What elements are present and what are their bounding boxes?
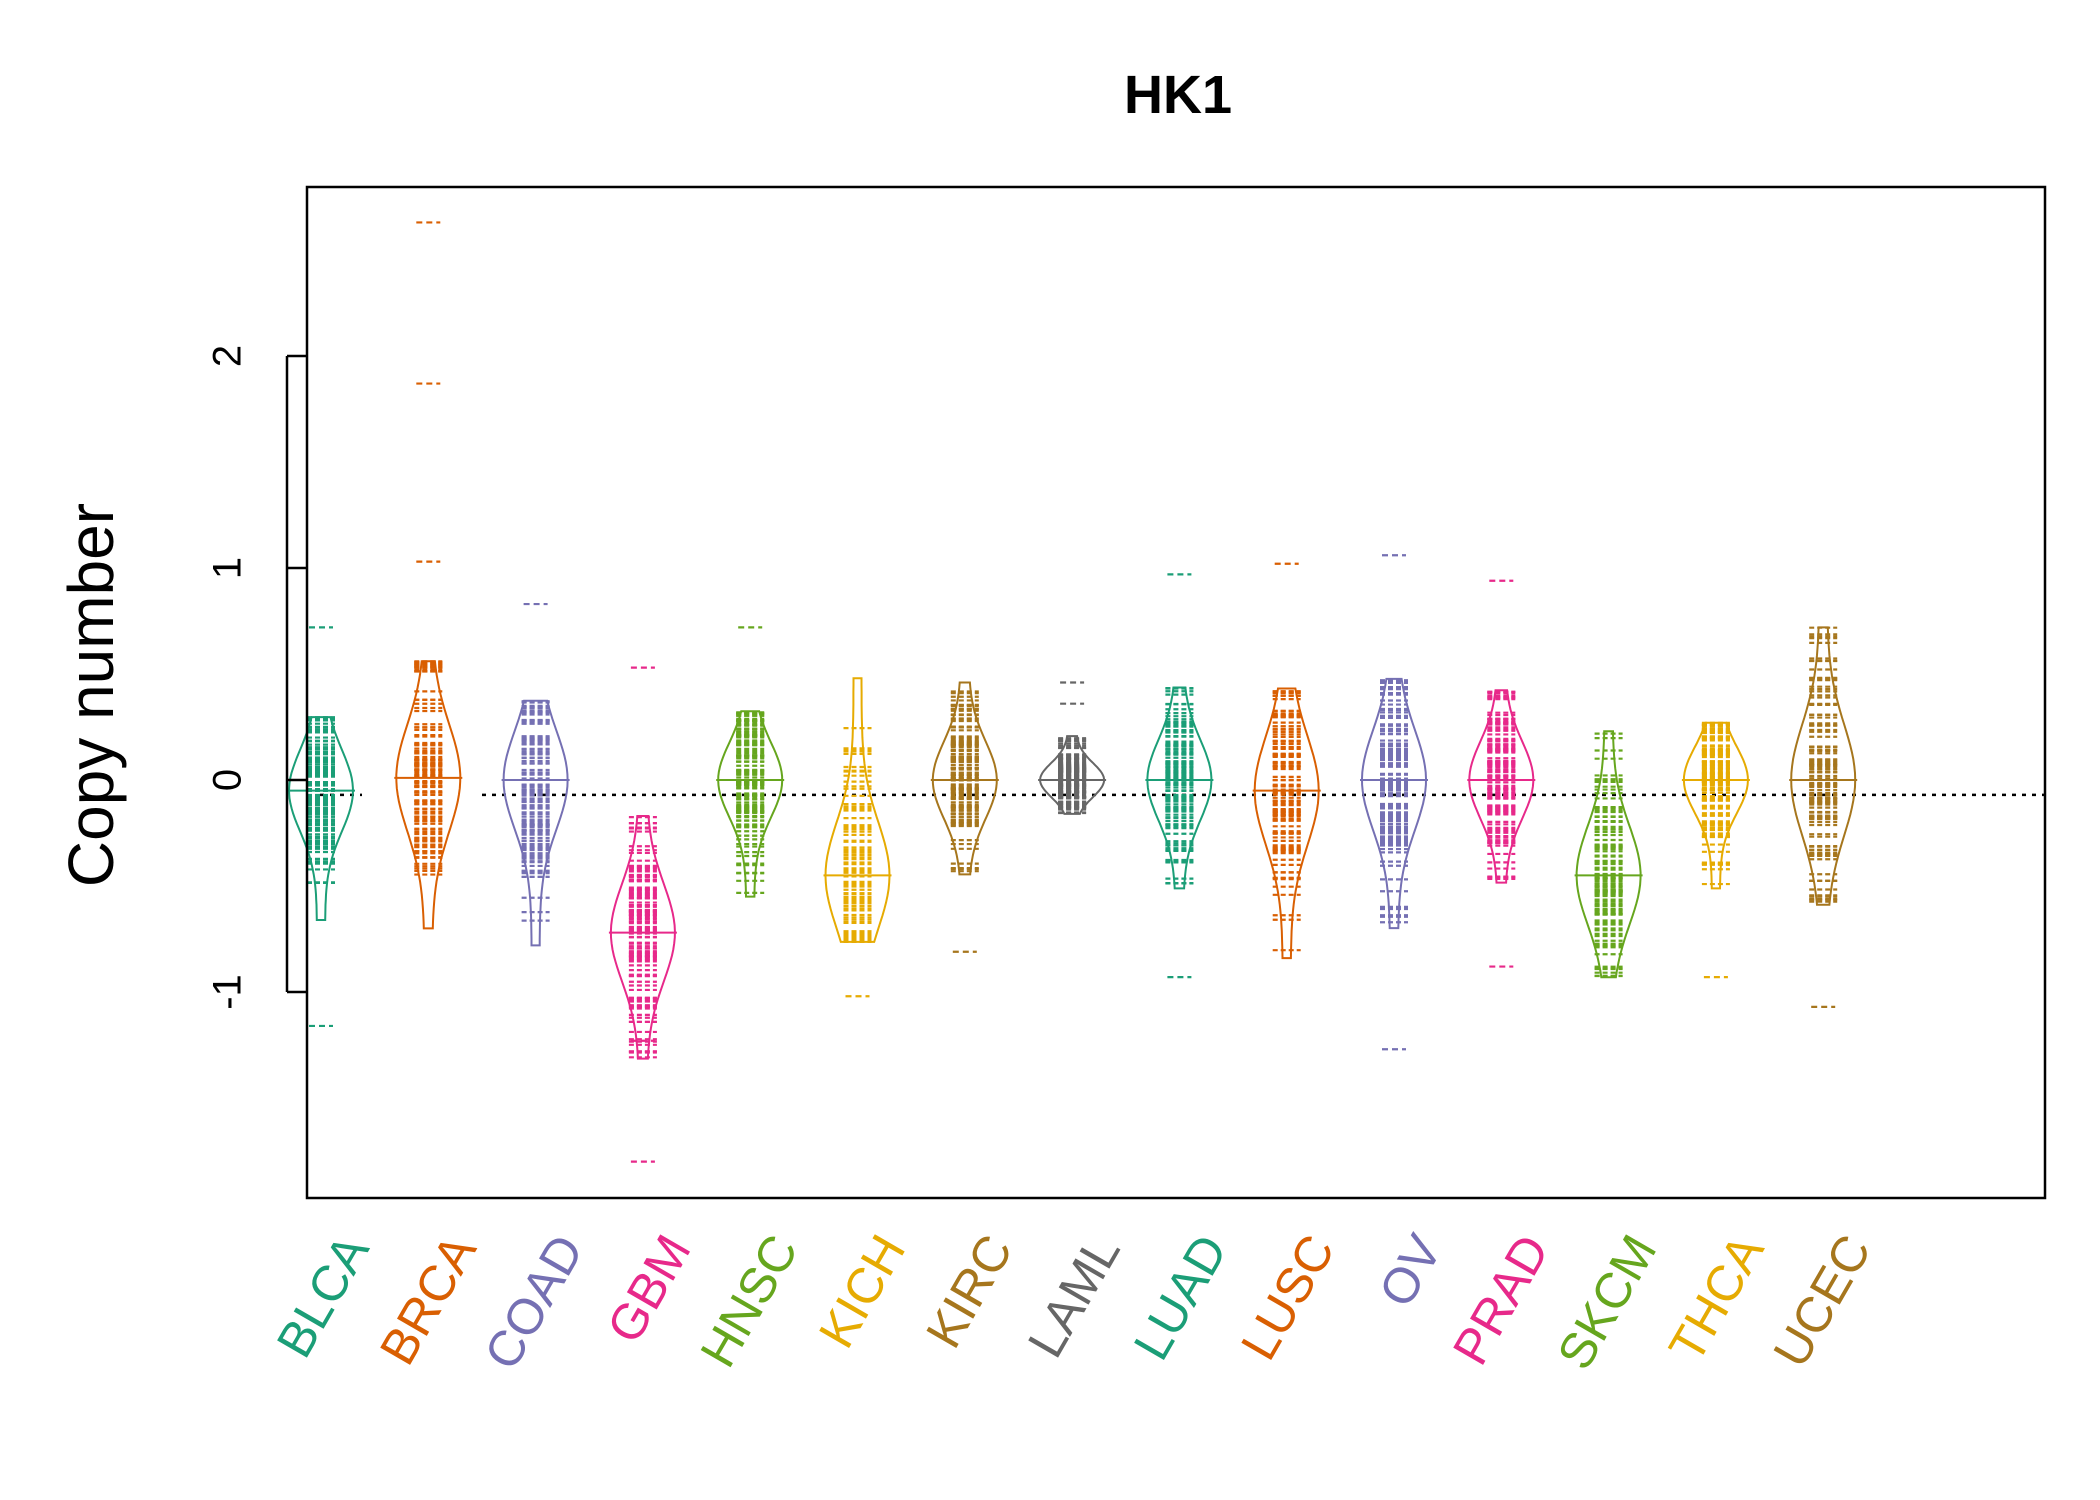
x-tick-label: LUAD <box>1123 1226 1238 1370</box>
bean-outline <box>609 815 676 1060</box>
bean-outline <box>1253 687 1320 960</box>
x-tick-label: COAD <box>474 1226 595 1379</box>
bean-outline <box>1360 677 1428 930</box>
x-tick-label: KIRC <box>915 1226 1023 1357</box>
x-tick-label: UCEC <box>1763 1226 1882 1377</box>
x-tick-label: THCA <box>1658 1225 1775 1371</box>
bean-outline <box>1468 689 1535 884</box>
bean-laml <box>1038 681 1107 815</box>
plot-frame <box>305 185 2047 1200</box>
x-tick-label: LUSC <box>1230 1226 1345 1370</box>
y-tick-label: 0 <box>206 769 250 791</box>
bean-outline <box>1039 735 1106 815</box>
bean-outline <box>288 716 354 921</box>
bean-hnsc <box>716 626 785 898</box>
bean-brca <box>394 221 463 930</box>
y-tick-label: 2 <box>206 345 250 367</box>
x-tick-label: BLCA <box>266 1225 380 1367</box>
bean-kirc <box>930 681 999 953</box>
bean-outline <box>824 677 891 943</box>
x-tick-label: HNSC <box>690 1226 809 1377</box>
x-tick-label: LAML <box>1017 1226 1131 1367</box>
bean-thca <box>1681 721 1750 979</box>
bean-outline <box>1575 730 1642 979</box>
bean-outline <box>1790 626 1857 906</box>
chart-title: HK1 <box>1124 65 1232 125</box>
bean-lusc <box>1252 562 1321 960</box>
bean-coad <box>501 602 570 947</box>
y-tick-label: -1 <box>206 974 250 1010</box>
bean-outline <box>931 681 998 876</box>
bean-skcm <box>1574 730 1643 979</box>
bean-gbm <box>608 666 677 1163</box>
bean-outline <box>395 660 462 930</box>
x-tick-label: GBM <box>596 1226 701 1353</box>
x-tick-label: KICH <box>808 1226 916 1357</box>
bean-ov <box>1360 554 1428 1051</box>
x-tick-label: OV <box>1368 1225 1453 1316</box>
bean-ucec <box>1789 626 1858 1008</box>
bean-luad <box>1145 573 1214 979</box>
plot-area <box>287 221 2045 1163</box>
bean-kich <box>823 677 892 998</box>
y-axis-label: Copy number <box>55 503 127 887</box>
y-tick-label: 1 <box>206 557 250 579</box>
bean-outline <box>717 710 784 898</box>
bean-outline <box>502 699 569 947</box>
bean-outline <box>1146 686 1213 890</box>
x-tick-label: PRAD <box>1442 1226 1560 1374</box>
bean-outline <box>1682 721 1749 890</box>
x-tick-label: BRCA <box>369 1225 487 1374</box>
bean-blca <box>287 626 355 1028</box>
bean-prad <box>1467 579 1536 968</box>
x-tick-label: SKCM <box>1547 1226 1668 1379</box>
